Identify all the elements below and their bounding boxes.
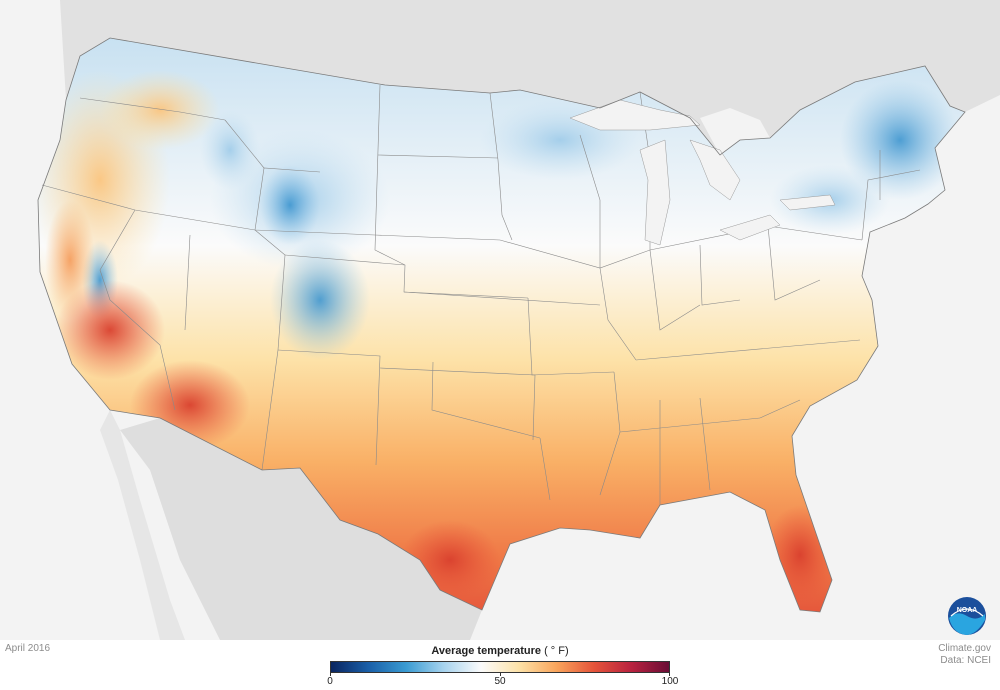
svg-text:NOAA: NOAA: [957, 607, 978, 614]
legend-title: Average temperature ( ° F): [330, 645, 670, 657]
neighbor-land: [60, 0, 1000, 640]
period-label: April 2016: [5, 643, 51, 654]
great-lakes: [569, 99, 836, 246]
noaa-logo-icon: NOAA: [948, 597, 986, 635]
colorbar-tick-mark: [330, 673, 331, 676]
legend-title-text: Average temperature: [431, 645, 541, 657]
temperature-colorbar: [330, 661, 670, 673]
colorbar-tick-label: 50: [494, 676, 506, 687]
us-temperature-map-svg: NOAA: [37, 0, 1000, 640]
colorbar-tick-label: 0: [327, 676, 333, 687]
temperature-map: NOAA: [0, 0, 1000, 640]
temperature-field: [38, 38, 965, 612]
colorbar-tick-mark: [669, 673, 670, 676]
colorbar-tick-label: 100: [661, 676, 679, 687]
credit-site: Climate.gov: [938, 643, 991, 654]
credit-data: Data: NCEI: [940, 655, 991, 666]
colorbar-tick-mark: [500, 673, 501, 676]
map-footer: April 2016 Average temperature ( ° F) 0 5…: [0, 640, 1000, 690]
legend-unit: ( ° F): [544, 645, 569, 657]
